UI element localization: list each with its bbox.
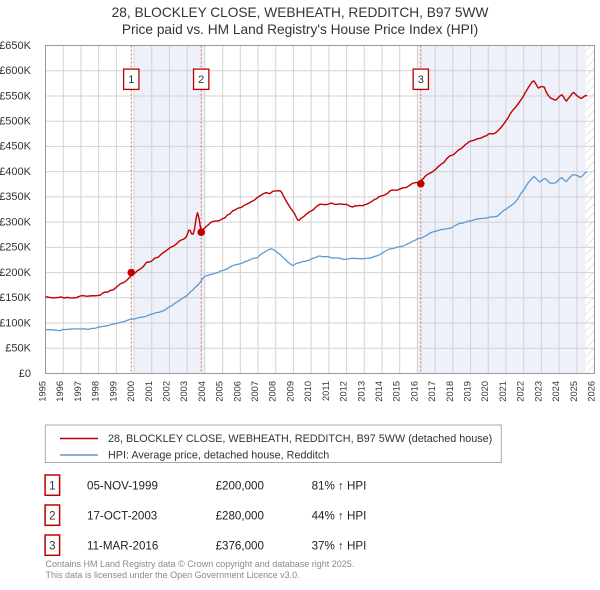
svg-text:1998: 1998 [91,381,101,402]
svg-text:Price paid vs. HM Land Registr: Price paid vs. HM Land Registry's House … [122,22,478,37]
svg-text:2005: 2005 [215,381,225,402]
svg-text:1: 1 [49,480,55,492]
svg-text:3: 3 [418,74,424,86]
svg-text:2: 2 [198,74,204,86]
svg-text:05-NOV-1999: 05-NOV-1999 [87,479,158,492]
svg-text:£500K: £500K [0,115,32,127]
svg-text:2013: 2013 [356,381,366,402]
svg-text:£400K: £400K [0,166,32,178]
svg-text:1996: 1996 [55,381,65,402]
svg-text:2017: 2017 [427,381,437,402]
svg-text:2024: 2024 [551,381,561,402]
svg-text:28, BLOCKLEY CLOSE, WEBHEATH,: 28, BLOCKLEY CLOSE, WEBHEATH, REDDITCH, … [112,5,489,20]
svg-text:2010: 2010 [303,381,313,402]
svg-text:11-MAR-2016: 11-MAR-2016 [87,539,158,552]
svg-text:2009: 2009 [285,381,295,402]
svg-text:2011: 2011 [321,381,331,401]
svg-text:2004: 2004 [197,381,207,402]
svg-text:£100K: £100K [0,317,32,329]
svg-text:£450K: £450K [0,141,32,153]
svg-text:2019: 2019 [463,381,473,402]
svg-text:1995: 1995 [38,381,48,402]
svg-text:28, BLOCKLEY CLOSE, WEBHEATH,: 28, BLOCKLEY CLOSE, WEBHEATH, REDDITCH, … [108,433,492,445]
svg-text:3: 3 [49,540,55,552]
svg-text:1997: 1997 [73,381,83,402]
svg-text:2000: 2000 [126,381,136,402]
svg-text:2021: 2021 [498,381,508,402]
svg-text:£600K: £600K [0,65,32,77]
svg-text:2020: 2020 [480,381,490,402]
svg-text:£650K: £650K [0,40,32,52]
svg-text:2001: 2001 [144,381,154,402]
svg-text:Contains HM Land Registry data: Contains HM Land Registry data © Crown c… [46,559,355,569]
svg-text:£350K: £350K [0,191,32,203]
svg-text:2002: 2002 [161,381,171,402]
svg-text:81% ↑ HPI: 81% ↑ HPI [312,479,367,492]
svg-text:1999: 1999 [108,381,118,402]
svg-text:£550K: £550K [0,90,32,102]
svg-text:37% ↑ HPI: 37% ↑ HPI [312,539,367,552]
svg-text:44% ↑ HPI: 44% ↑ HPI [312,509,367,522]
svg-text:HPI: Average price, detached h: HPI: Average price, detached house, Redd… [108,450,329,462]
svg-text:2006: 2006 [232,381,242,402]
svg-text:2025: 2025 [569,381,579,402]
svg-text:2008: 2008 [268,381,278,402]
svg-text:17-OCT-2003: 17-OCT-2003 [87,509,157,522]
svg-text:2015: 2015 [392,381,402,402]
svg-text:2016: 2016 [409,381,419,402]
svg-text:£280,000: £280,000 [216,509,264,522]
svg-text:2012: 2012 [339,381,349,402]
svg-text:2023: 2023 [533,381,543,402]
svg-text:1: 1 [128,74,134,86]
svg-text:2022: 2022 [516,381,526,402]
svg-text:£0: £0 [19,368,31,380]
svg-text:2003: 2003 [179,381,189,402]
svg-text:£250K: £250K [0,242,32,254]
svg-text:£200K: £200K [0,267,32,279]
svg-text:2018: 2018 [445,381,455,402]
svg-text:2014: 2014 [374,381,384,402]
svg-text:£150K: £150K [0,292,32,304]
svg-text:£200,000: £200,000 [216,479,264,492]
svg-text:2007: 2007 [250,381,260,402]
svg-text:2: 2 [49,510,55,522]
svg-text:This data is licensed under th: This data is licensed under the Open Gov… [46,570,300,580]
svg-text:£50K: £50K [5,343,31,355]
svg-text:£376,000: £376,000 [216,539,264,552]
svg-text:2026: 2026 [587,381,597,402]
svg-text:£300K: £300K [0,216,32,228]
